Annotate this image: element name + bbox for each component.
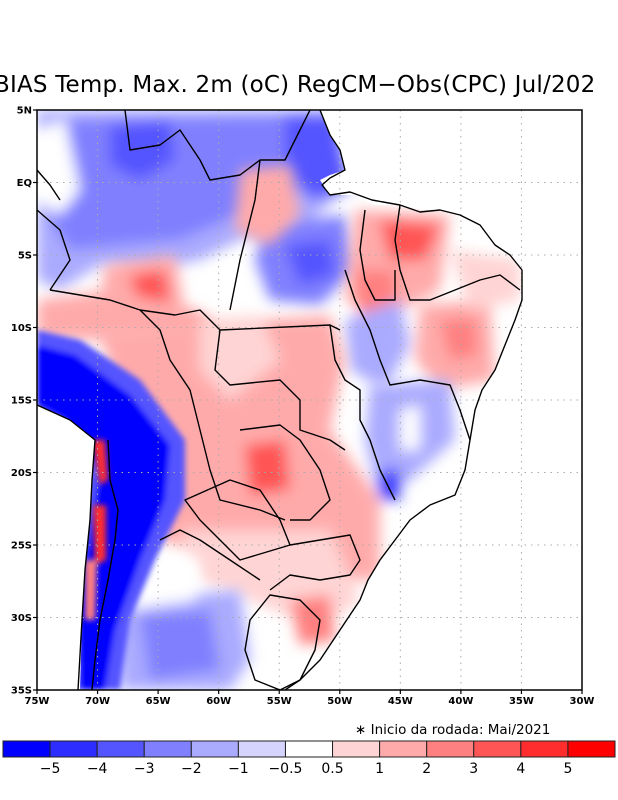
border-amazonas-para bbox=[229, 159, 261, 311]
colorbar-swatch bbox=[96, 740, 145, 758]
field-chile-red bbox=[92, 440, 108, 485]
lat-tick-label: 5S bbox=[18, 251, 32, 262]
ocean-pacific bbox=[37, 405, 95, 690]
field-maranhao-red-core bbox=[380, 220, 440, 260]
ocean-atlantic bbox=[268, 110, 582, 690]
coastline-pacific bbox=[37, 404, 96, 690]
field-tocantins-blue bbox=[345, 300, 410, 390]
field-mg-blue-core bbox=[380, 470, 400, 500]
lon-tick-label: 65W bbox=[146, 696, 171, 707]
field-chile-red-2 bbox=[93, 505, 106, 565]
colorbar-label: 0.5 bbox=[321, 761, 343, 777]
lon-tick-label: 70W bbox=[85, 696, 110, 707]
border-andes bbox=[91, 439, 119, 690]
colorbar-swatch bbox=[567, 740, 616, 758]
border-peru-colombia bbox=[37, 209, 71, 291]
chart-title: BIAS Temp. Max. 2m (oC) RegCM−Obs(CPC) J… bbox=[0, 72, 596, 98]
lat-tick-label: EQ bbox=[17, 178, 32, 189]
colorbar-swatch bbox=[332, 740, 381, 758]
border-uruguay bbox=[244, 594, 321, 690]
lon-tick-label: 60W bbox=[206, 696, 231, 707]
border-brazil-west bbox=[49, 289, 341, 331]
lon-tick-label: 40W bbox=[448, 696, 473, 707]
field-bahia-red-core bbox=[440, 318, 478, 360]
colorbar-label: −1 bbox=[228, 761, 249, 777]
field-argentina-blue-mid bbox=[140, 610, 220, 680]
lon-tick-label: 50W bbox=[327, 696, 352, 707]
border-south-states bbox=[269, 534, 361, 591]
field-rs-red bbox=[290, 595, 335, 645]
colorbar-swatch bbox=[143, 740, 192, 758]
field-ne-pink bbox=[450, 250, 520, 310]
colorbar-label: 2 bbox=[422, 761, 431, 777]
border-maranhao-piaui bbox=[359, 209, 396, 301]
lat-axis: 5N EQ 5S 10S 15S 20S 25S 30S 35S bbox=[11, 106, 37, 697]
colorbar-swatch bbox=[2, 740, 51, 758]
colorbar-label: −4 bbox=[87, 761, 108, 777]
field-chile-pink bbox=[85, 560, 97, 620]
lat-tick-label: 30S bbox=[11, 613, 32, 624]
lon-tick-label: 35W bbox=[509, 696, 534, 707]
lat-tick-label: 25S bbox=[11, 541, 32, 552]
colorbar-label: −5 bbox=[40, 761, 61, 777]
colorbar-swatch bbox=[49, 740, 98, 758]
colorbar-label: −2 bbox=[181, 761, 202, 777]
field-mg-white bbox=[400, 405, 420, 450]
border-mato-grosso bbox=[214, 329, 346, 451]
border-ne-states bbox=[394, 204, 521, 301]
field-central-amazon-blue-core bbox=[285, 240, 335, 285]
lat-tick-label: 20S bbox=[11, 468, 32, 479]
field-para-red bbox=[235, 165, 300, 245]
run-start-note: ∗ Inicio da rodada: Mai/2021 bbox=[355, 722, 551, 738]
border-argentina bbox=[159, 529, 261, 581]
bias-field bbox=[37, 110, 582, 690]
lon-tick-label: 30W bbox=[570, 696, 595, 707]
colorbar-swatch bbox=[190, 740, 239, 758]
lon-tick-label: 55W bbox=[267, 696, 292, 707]
lat-tick-label: 10S bbox=[11, 323, 32, 334]
border-ms-sp bbox=[239, 424, 331, 521]
lat-tick-label: 5N bbox=[17, 106, 32, 117]
coastline-atlantic bbox=[284, 110, 523, 690]
colorbar-label: 5 bbox=[563, 761, 572, 777]
colorbar-swatch bbox=[237, 740, 286, 758]
border-bolivia bbox=[139, 309, 286, 521]
border-brazil-north bbox=[124, 110, 311, 181]
lat-tick-label: 35S bbox=[11, 686, 32, 697]
colorbar-label: 1 bbox=[375, 761, 384, 777]
border-venezuela bbox=[37, 169, 61, 201]
lon-tick-label: 75W bbox=[25, 696, 50, 707]
colorbar-swatch bbox=[520, 740, 569, 758]
field-central-white bbox=[200, 315, 280, 400]
colorbar-swatch bbox=[473, 740, 522, 758]
colorbar-label: −0.5 bbox=[268, 761, 302, 777]
colorbar-swatch bbox=[379, 740, 428, 758]
colorbar-label: −3 bbox=[134, 761, 155, 777]
borders bbox=[37, 110, 523, 690]
field-north-blue-strong bbox=[110, 120, 175, 180]
colorbar-swatch bbox=[426, 740, 475, 758]
border-goias bbox=[329, 324, 396, 501]
border-tocantins-bahia bbox=[344, 269, 471, 441]
lon-axis: 75W 70W 65W 60W 55W 50W 45W 40W 35W 30W bbox=[25, 690, 595, 707]
field-nw-white bbox=[37, 120, 80, 215]
colorbar-label: 4 bbox=[516, 761, 525, 777]
colorbar-swatch bbox=[284, 740, 334, 758]
colorbar-label: 3 bbox=[469, 761, 478, 777]
lon-tick-label: 45W bbox=[388, 696, 413, 707]
lat-tick-label: 15S bbox=[11, 396, 32, 407]
colorbar: −5 −4 −3 −2 −1 −0.5 0.5 1 2 3 4 5 bbox=[2, 740, 616, 777]
